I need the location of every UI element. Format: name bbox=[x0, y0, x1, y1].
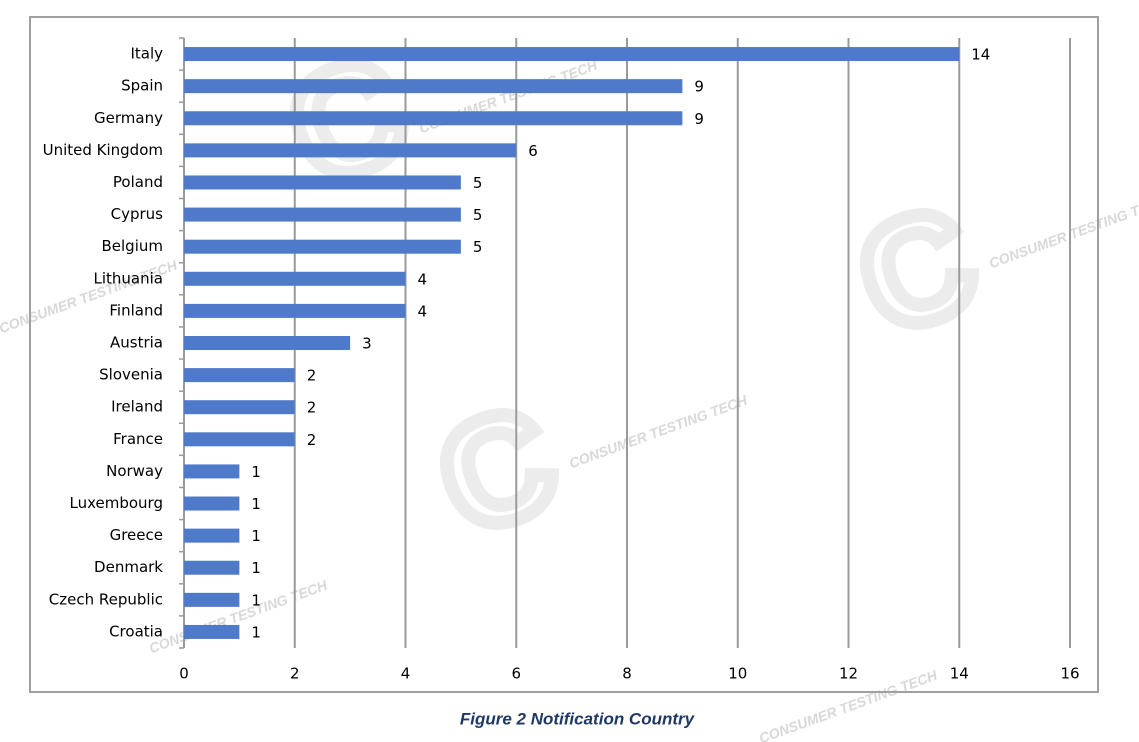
chart-frame bbox=[29, 16, 1099, 693]
data-label: 4 bbox=[418, 270, 428, 288]
y-tick-label: Italy bbox=[130, 45, 163, 63]
bar bbox=[184, 464, 240, 479]
bar bbox=[184, 336, 351, 350]
data-label: 1 bbox=[251, 495, 261, 513]
y-tick-label: Spain bbox=[121, 77, 163, 95]
caption: Figure 2 Notification Country bbox=[460, 709, 696, 728]
bar bbox=[184, 303, 406, 318]
x-tick-label: 10 bbox=[728, 665, 747, 683]
data-label: 6 bbox=[528, 142, 538, 160]
data-label: 2 bbox=[307, 399, 317, 417]
bar bbox=[184, 207, 461, 222]
x-tick-label: 4 bbox=[401, 665, 411, 683]
watermark: CONSUMER TESTING TECH bbox=[567, 392, 750, 472]
bar bbox=[184, 400, 295, 415]
watermark: CONSUMER TESTING TECH bbox=[987, 192, 1139, 272]
data-label: 5 bbox=[473, 206, 483, 224]
bar bbox=[184, 271, 406, 286]
bar bbox=[184, 47, 960, 62]
bar bbox=[184, 624, 240, 639]
x-tick-label: 12 bbox=[839, 665, 858, 683]
y-tick-label: Denmark bbox=[94, 558, 163, 576]
x-tick-label: 0 bbox=[179, 665, 189, 683]
y-tick-label: Finland bbox=[109, 301, 163, 319]
bar bbox=[184, 592, 240, 607]
x-tick-label: 2 bbox=[290, 665, 300, 683]
x-tick-label: 16 bbox=[1060, 665, 1079, 683]
y-tick-label: Slovenia bbox=[99, 366, 163, 384]
bar bbox=[184, 175, 461, 190]
x-tick-label: 6 bbox=[511, 665, 521, 683]
data-label: 1 bbox=[251, 591, 261, 609]
bar bbox=[184, 143, 517, 158]
bar bbox=[184, 111, 683, 126]
y-tick-label: Belgium bbox=[102, 237, 164, 255]
bar bbox=[184, 239, 461, 254]
y-tick-label: Luxembourg bbox=[70, 494, 164, 512]
watermark-logo: C bbox=[417, 372, 576, 567]
data-label: 5 bbox=[473, 238, 483, 256]
data-label: 1 bbox=[251, 527, 261, 545]
x-tick-label: 14 bbox=[950, 665, 969, 683]
watermark: CONSUMER TESTING TECH bbox=[147, 577, 330, 657]
data-label: 5 bbox=[473, 174, 483, 192]
x-tick-label: 8 bbox=[622, 665, 632, 683]
data-label: 1 bbox=[251, 559, 261, 577]
data-label: 1 bbox=[251, 463, 261, 481]
y-tick-label: Cyprus bbox=[111, 205, 164, 223]
bar bbox=[184, 432, 295, 447]
y-tick-label: United Kingdom bbox=[43, 141, 163, 159]
data-label: 14 bbox=[971, 46, 990, 64]
y-tick-label: Norway bbox=[106, 462, 163, 480]
data-label: 1 bbox=[251, 623, 261, 641]
y-tick-label: Lithuania bbox=[94, 269, 163, 287]
y-tick-label: Germany bbox=[94, 109, 163, 127]
data-label: 2 bbox=[307, 367, 317, 385]
bar bbox=[184, 79, 683, 94]
bar bbox=[184, 560, 240, 575]
data-label: 3 bbox=[362, 335, 372, 353]
watermark-logo: C bbox=[837, 172, 996, 367]
y-tick-label: Croatia bbox=[109, 622, 163, 640]
data-label: 9 bbox=[694, 110, 704, 128]
y-tick-label: Poland bbox=[113, 173, 163, 191]
watermarks: C C C CONSUMER TESTING TECH CONSUMER TES… bbox=[0, 15, 1139, 742]
bar bbox=[184, 528, 240, 543]
bar bbox=[184, 496, 240, 511]
data-label: 2 bbox=[307, 431, 317, 449]
y-tick-label: Greece bbox=[110, 526, 163, 544]
y-tick-label: France bbox=[113, 430, 163, 448]
y-tick-label: Ireland bbox=[111, 398, 163, 416]
y-tick-label: Czech Republic bbox=[49, 590, 163, 608]
data-label: 9 bbox=[694, 78, 704, 96]
bar bbox=[184, 368, 295, 383]
data-label: 4 bbox=[418, 302, 428, 320]
y-tick-label: Austria bbox=[110, 334, 163, 352]
